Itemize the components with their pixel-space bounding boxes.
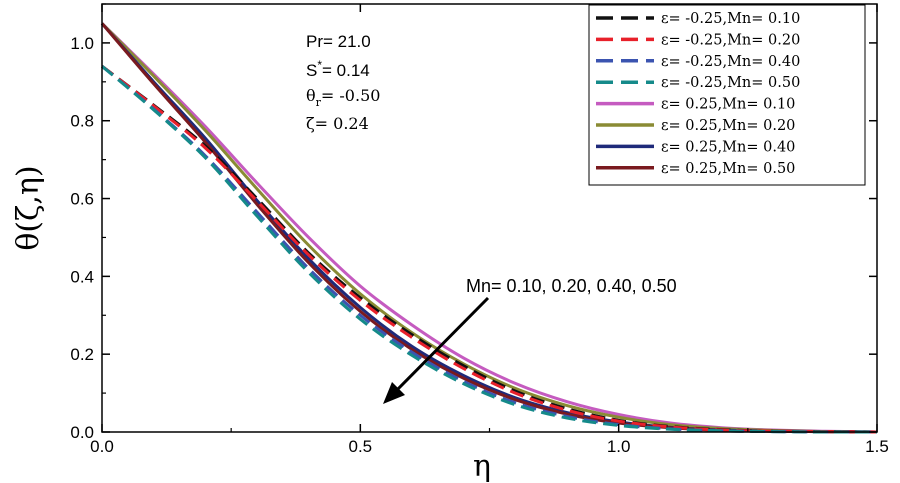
y-tick-label: 0.0 — [70, 423, 94, 442]
mn-arrow-shaft — [393, 296, 490, 394]
x-tick-label: 0.5 — [349, 437, 373, 456]
legend-box — [588, 4, 866, 186]
y-tick-label: 0.2 — [70, 345, 94, 364]
x-axis-label: η — [473, 449, 491, 483]
mn-arrow-head — [383, 382, 405, 404]
legend-label-0: ε= -0.25,Mn= 0.10 — [661, 11, 800, 27]
legend-label-1: ε= -0.25,Mn= 0.20 — [661, 32, 800, 48]
series-line-3 — [101, 65, 878, 434]
axis-ticks: 0.0 0.5 1.0 1.5 0.0 0.2 0.4 0.6 0.8 1.0 — [70, 3, 889, 456]
legend-label-2: ε= -0.25,Mn= 0.40 — [661, 54, 800, 70]
param-pr: Pr= 21.0 — [306, 32, 371, 51]
series-layer — [100, 22, 878, 434]
x-tick-label: 1.5 — [865, 437, 889, 456]
mn-annotation: Mn= 0.10, 0.20, 0.40, 0.50 — [466, 276, 677, 296]
param-zeta: ζ= 0.24 — [306, 114, 369, 133]
y-tick-label: 1.0 — [70, 34, 94, 53]
legend-label-4: ε= 0.25,Mn= 0.10 — [661, 97, 795, 113]
x-tick-label: 1.0 — [607, 437, 631, 456]
x-tick-label: 0.0 — [90, 437, 114, 456]
legend-label-5: ε= 0.25,Mn= 0.20 — [661, 118, 795, 134]
y-tick-label: 0.8 — [70, 112, 94, 131]
param-theta-r: θr= -0.50 — [306, 86, 380, 109]
legend-label-6: ε= 0.25,Mn= 0.40 — [661, 139, 795, 155]
param-s: S*= 0.14 — [306, 58, 370, 80]
legend-label-3: ε= -0.25,Mn= 0.50 — [661, 75, 800, 91]
legend: ε= -0.25,Mn= 0.10 ε= -0.25,Mn= 0.20 ε= -0.… — [588, 4, 866, 186]
y-tick-label: 0.4 — [70, 267, 94, 286]
y-tick-label: 0.6 — [70, 190, 94, 209]
legend-label-7: ε= 0.25,Mn= 0.50 — [661, 161, 795, 177]
y-axis-label: θ(ζ,η) — [11, 165, 46, 250]
